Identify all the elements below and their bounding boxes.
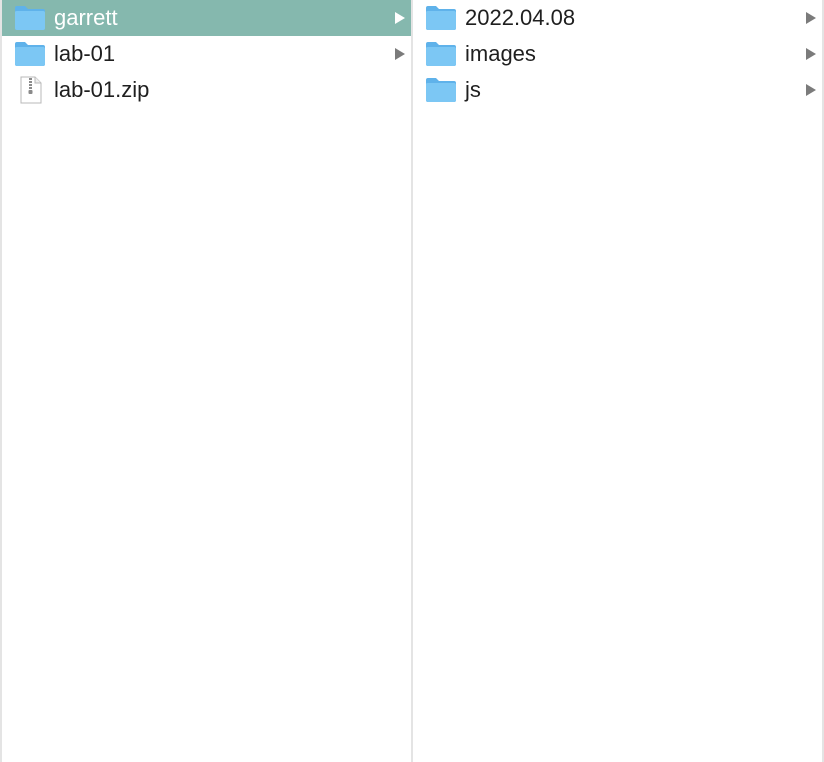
column-divider[interactable] xyxy=(411,0,413,762)
item-label: js xyxy=(465,77,481,102)
chevron-right-icon[interactable] xyxy=(393,11,407,25)
column-1[interactable]: garrett lab-01 xyxy=(2,0,411,762)
list-item-garrett[interactable]: garrett xyxy=(2,0,411,36)
list-item-2022-04-08[interactable]: 2022.04.08 xyxy=(413,0,822,36)
list-item-lab-01-zip[interactable]: lab-01.zip xyxy=(2,72,411,108)
chevron-right-icon[interactable] xyxy=(804,11,818,25)
zip-file-icon xyxy=(20,76,42,104)
folder-icon xyxy=(15,6,45,30)
column-2[interactable]: 2022.04.08 images xyxy=(413,0,822,762)
list-item-lab-01[interactable]: lab-01 xyxy=(2,36,411,72)
column-1-list: garrett lab-01 xyxy=(2,0,411,108)
right-border xyxy=(822,0,824,762)
item-label: images xyxy=(465,41,536,66)
folder-icon xyxy=(426,42,456,66)
folder-icon xyxy=(15,42,45,66)
chevron-right-icon[interactable] xyxy=(804,83,818,97)
left-border xyxy=(0,0,2,762)
list-item-js[interactable]: js xyxy=(413,72,822,108)
chevron-right-icon[interactable] xyxy=(804,47,818,61)
item-label: garrett xyxy=(54,5,118,30)
chevron-right-icon[interactable] xyxy=(393,47,407,61)
folder-icon xyxy=(426,6,456,30)
item-label: lab-01 xyxy=(54,41,116,66)
folder-icon xyxy=(426,78,456,102)
item-label: 2022.04.08 xyxy=(465,5,576,30)
item-label: lab-01.zip xyxy=(54,77,150,102)
list-item-images[interactable]: images xyxy=(413,36,822,72)
column-2-list: 2022.04.08 images xyxy=(413,0,822,108)
